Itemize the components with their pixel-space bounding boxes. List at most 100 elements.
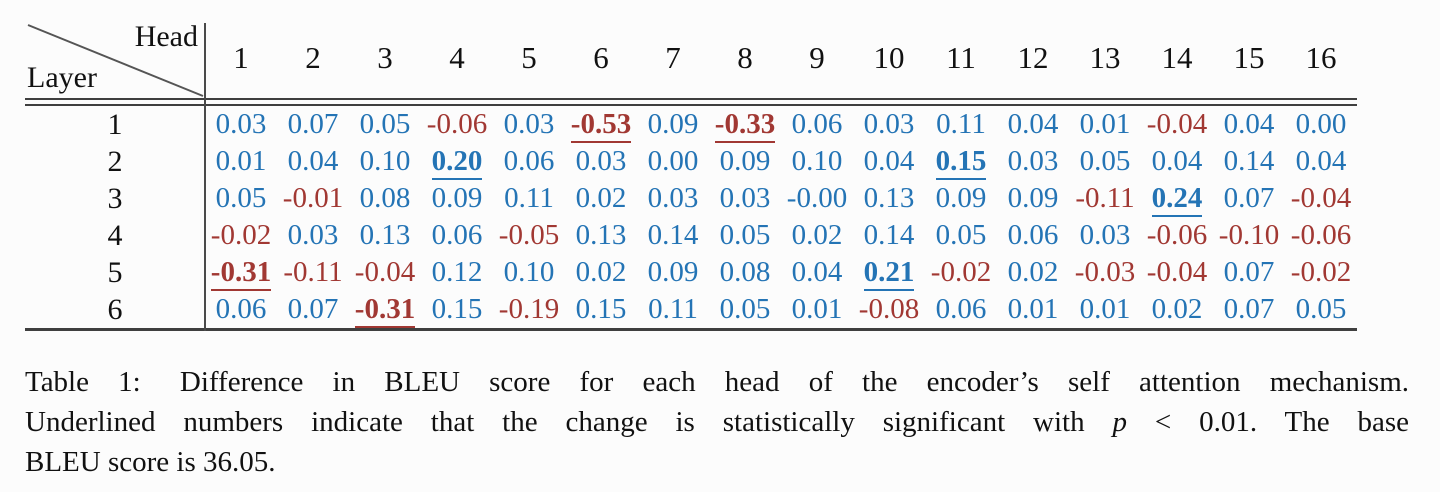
score-value: -0.05 — [498, 219, 560, 251]
score-cell: 0.03 — [277, 217, 349, 254]
caption-line-1: Table 1: Difference in BLEU score for ea… — [25, 362, 1409, 402]
score-cell: 0.06 — [997, 217, 1069, 254]
score-value: 0.05 — [1295, 293, 1347, 325]
caption-text: BLEU score is 36.05. — [25, 446, 276, 478]
head-col-label: 1 — [233, 40, 249, 75]
head-column-labels: 1 2 3 4 5 6 7 8 9 10 11 12 13 14 15 16 — [205, 20, 1357, 98]
layer-label: 5 — [107, 256, 123, 289]
score-cell: 0.02 — [565, 180, 637, 217]
score-value: -0.11 — [1075, 182, 1135, 214]
score-value: 0.07 — [1223, 293, 1275, 325]
score-value: -0.03 — [1074, 256, 1136, 288]
table-row: 2 0.01 0.04 0.10 0.20 0.06 0.03 0.00 0.09 0.10 0.0… — [25, 143, 1357, 180]
score-cell: 0.07 — [277, 291, 349, 328]
caption-text: Difference in BLEU score for each head o… — [179, 366, 1410, 398]
head-col-label: 7 — [665, 40, 681, 75]
score-value: 0.01 — [1079, 293, 1131, 325]
head-col-label: 3 — [377, 40, 393, 75]
score-value: 0.05 — [719, 219, 771, 251]
score-cell: 0.01 — [997, 291, 1069, 328]
score-cell: 0.01 — [205, 143, 277, 180]
score-value: -0.02 — [1290, 256, 1352, 288]
corner-head-label: Head — [134, 20, 198, 53]
score-value: 0.03 — [1079, 219, 1131, 251]
column-divider-line — [204, 23, 206, 331]
score-cell: -0.00 — [781, 180, 853, 217]
score-cell: 0.21 — [853, 254, 925, 291]
score-cell: 0.02 — [1141, 291, 1213, 328]
score-value: 0.10 — [359, 145, 411, 177]
score-value-significant: -0.53 — [570, 108, 632, 143]
score-value-significant: -0.31 — [354, 293, 416, 328]
score-value: -0.06 — [1290, 219, 1352, 251]
layer-label: 6 — [107, 293, 123, 326]
score-value-significant: 0.15 — [935, 145, 987, 180]
score-cell: 0.04 — [277, 143, 349, 180]
table-row: 6 0.06 0.07 -0.31 0.15 -0.19 0.15 0.11 0.05 0.01-… — [25, 291, 1357, 328]
score-cell: 0.07 — [1213, 180, 1285, 217]
score-value: 0.05 — [719, 293, 771, 325]
caption-line-3: BLEU score is 36.05. — [25, 442, 1409, 482]
score-value: -0.06 — [1146, 219, 1208, 251]
score-cell: -0.11 — [277, 254, 349, 291]
score-cell: -0.31 — [349, 291, 421, 328]
score-cell: 0.06 — [781, 106, 853, 143]
score-value: 0.00 — [1295, 108, 1347, 140]
score-cell: 0.09 — [925, 180, 997, 217]
score-cell: 0.03 — [565, 143, 637, 180]
score-value: 0.11 — [648, 293, 698, 325]
score-cell: 0.04 — [781, 254, 853, 291]
head-col-label: 8 — [737, 40, 753, 75]
score-value: -0.02 — [210, 219, 272, 251]
score-cell: 0.04 — [1213, 106, 1285, 143]
table-header-row: Head Layer 1 2 3 4 5 6 7 8 9 10 11 12 13 14 15 16 — [25, 20, 1357, 98]
score-cell: 0.03 — [853, 106, 925, 143]
score-cell: 0.04 — [997, 106, 1069, 143]
score-value: 0.09 — [647, 108, 699, 140]
caption-label: Table 1: — [25, 366, 141, 398]
score-value: 0.12 — [431, 256, 483, 288]
bleu-difference-table: Head Layer 1 2 3 4 5 6 7 8 9 10 11 12 13 14 15 16 1 0.03… — [25, 20, 1357, 331]
head-col-label: 12 — [1017, 40, 1049, 75]
score-value: 0.09 — [719, 145, 771, 177]
head-col-label: 10 — [873, 40, 905, 75]
score-cell: 0.08 — [709, 254, 781, 291]
score-value: 0.03 — [287, 219, 339, 251]
score-cell: -0.33 — [709, 106, 781, 143]
score-cell: 0.06 — [205, 291, 277, 328]
score-value: -0.02 — [930, 256, 992, 288]
layer-label: 2 — [107, 145, 123, 178]
score-value: 0.14 — [863, 219, 915, 251]
score-value: 0.15 — [575, 293, 627, 325]
score-cell: 0.14 — [1213, 143, 1285, 180]
score-cell: -0.06 — [1285, 217, 1357, 254]
score-cell: -0.19 — [493, 291, 565, 328]
score-value: 0.04 — [287, 145, 339, 177]
score-cell: 0.11 — [493, 180, 565, 217]
score-cell: 0.07 — [1213, 291, 1285, 328]
score-value: 0.07 — [287, 293, 339, 325]
score-cell: 0.01 — [1069, 291, 1141, 328]
score-value: 0.11 — [936, 108, 986, 140]
layer-label: 3 — [107, 182, 123, 215]
score-cell: 0.15 — [925, 143, 997, 180]
score-value: 0.03 — [863, 108, 915, 140]
score-cell: 0.08 — [349, 180, 421, 217]
score-cell: 0.05 — [349, 106, 421, 143]
score-value: -0.10 — [1218, 219, 1280, 251]
score-cell: 0.05 — [709, 217, 781, 254]
score-value: -0.04 — [1290, 182, 1352, 214]
score-cell: -0.31 — [205, 254, 277, 291]
score-cell: 0.00 — [1285, 106, 1357, 143]
score-value-significant: 0.21 — [863, 256, 915, 291]
score-cell: -0.05 — [493, 217, 565, 254]
score-cell: -0.04 — [1141, 254, 1213, 291]
score-value-significant: 0.20 — [431, 145, 483, 180]
score-value: 0.03 — [575, 145, 627, 177]
score-cell: -0.04 — [1141, 106, 1213, 143]
score-cell: -0.02 — [205, 217, 277, 254]
score-value: 0.09 — [647, 256, 699, 288]
table-row: 5 -0.31 -0.11 -0.04 0.12 0.10 0.02 0.09 0.08 0.04… — [25, 254, 1357, 291]
score-value: 0.00 — [647, 145, 699, 177]
